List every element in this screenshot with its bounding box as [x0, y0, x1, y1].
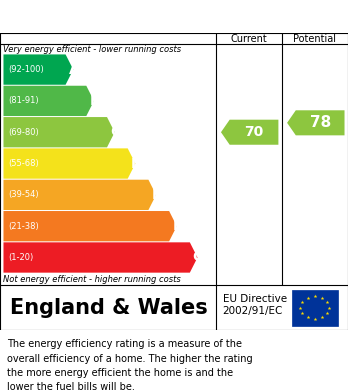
Text: (92-100): (92-100) — [9, 65, 45, 74]
Text: EU Directive
2002/91/EC: EU Directive 2002/91/EC — [223, 294, 287, 316]
Text: (69-80): (69-80) — [9, 128, 39, 137]
Text: Current: Current — [230, 34, 267, 44]
Text: G: G — [192, 251, 204, 264]
Text: C: C — [110, 125, 120, 139]
Text: (81-91): (81-91) — [9, 97, 39, 106]
Text: (1-20): (1-20) — [9, 253, 34, 262]
Text: E: E — [152, 188, 161, 202]
Text: F: F — [173, 219, 182, 233]
Polygon shape — [287, 110, 345, 135]
Text: Potential: Potential — [293, 34, 337, 44]
Polygon shape — [3, 54, 73, 85]
Text: (55-68): (55-68) — [9, 159, 39, 168]
Text: A: A — [69, 63, 79, 77]
Text: England & Wales: England & Wales — [10, 298, 208, 317]
Text: (21-38): (21-38) — [9, 222, 39, 231]
Text: 78: 78 — [309, 115, 331, 130]
Polygon shape — [3, 211, 177, 241]
Text: D: D — [130, 156, 142, 170]
Polygon shape — [221, 120, 278, 145]
Text: Not energy efficient - higher running costs: Not energy efficient - higher running co… — [3, 275, 181, 284]
Polygon shape — [3, 180, 156, 210]
Bar — [292, 289, 338, 325]
Text: The energy efficiency rating is a measure of the
overall efficiency of a home. T: The energy efficiency rating is a measur… — [7, 339, 253, 391]
Text: Energy Efficiency Rating: Energy Efficiency Rating — [10, 9, 232, 24]
Text: B: B — [89, 94, 100, 108]
Text: 70: 70 — [244, 125, 264, 139]
Text: Very energy efficient - lower running costs: Very energy efficient - lower running co… — [3, 45, 182, 54]
Polygon shape — [3, 148, 135, 179]
Text: (39-54): (39-54) — [9, 190, 39, 199]
Polygon shape — [3, 86, 94, 116]
Polygon shape — [3, 242, 198, 273]
Polygon shape — [3, 117, 115, 147]
